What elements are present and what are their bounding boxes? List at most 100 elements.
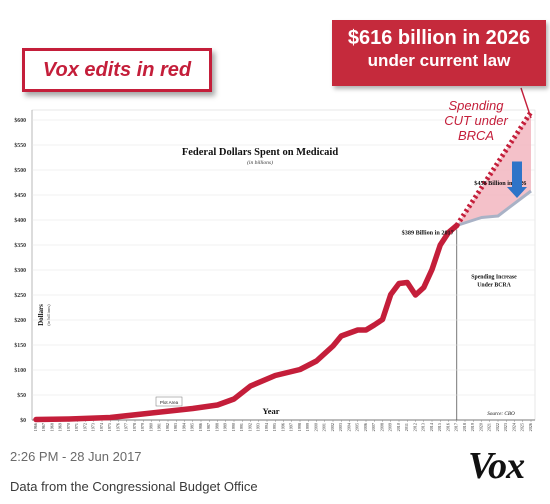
y-tick-label: $350 xyxy=(14,242,26,249)
x-tick-label: 2004 xyxy=(346,422,351,431)
x-tick-label: 2011 xyxy=(404,423,409,431)
spending-increase-line2: Under BCRA xyxy=(477,283,511,289)
x-tick-label: 1971 xyxy=(74,423,79,431)
x-tick-label: 1981 xyxy=(157,423,162,431)
x-tick-label: 1991 xyxy=(239,423,244,431)
historical-spending-line xyxy=(33,222,460,423)
vox-edits-text: Vox edits in red xyxy=(42,58,192,81)
x-tick-label: 2025 xyxy=(520,423,525,431)
x-tick-label: 1987 xyxy=(206,423,211,431)
x-tick-label: 2008 xyxy=(379,423,384,431)
x-tick-label: 1966 xyxy=(33,423,38,431)
x-tick-label: 1988 xyxy=(214,423,219,431)
cut-arrow-shaft xyxy=(512,161,522,187)
x-tick-label: 1972 xyxy=(82,423,87,431)
x-tick-label: 1999 xyxy=(305,423,310,431)
x-tick-label: 2023 xyxy=(503,423,508,431)
callout-pointer xyxy=(520,87,532,119)
x-tick-label: 2002 xyxy=(330,423,335,431)
x-tick-label: 2005 xyxy=(355,423,360,431)
y-tick-label: $600 xyxy=(14,117,26,124)
vox-logo: Vox xyxy=(468,445,525,487)
x-tick-label: 2026 xyxy=(528,423,533,431)
x-tick-label: 1992 xyxy=(247,423,252,431)
chart-subtitle: (in billions) xyxy=(247,159,273,166)
x-tick-label: 2003 xyxy=(338,423,343,431)
data-source-caption: Data from the Congressional Budget Offic… xyxy=(10,479,258,494)
y-tick-label: $250 xyxy=(14,292,26,299)
x-tick-label: 2016 xyxy=(445,423,450,431)
y-tick-label: $50 xyxy=(17,392,26,399)
spending-cut-line: Spending xyxy=(449,98,505,113)
plot-area-tag: Plot Area xyxy=(155,396,183,407)
y-tick-label: $200 xyxy=(14,317,26,324)
x-tick-label: 2015 xyxy=(437,423,442,431)
x-tick-label: 2001 xyxy=(322,423,327,431)
x-tick-label: 1979 xyxy=(140,423,145,431)
x-tick-label: 2019 xyxy=(470,423,475,431)
x-tick-label: 2014 xyxy=(429,422,434,431)
chart-annotations: Federal Dollars Spent on Medicaid(in bil… xyxy=(37,87,532,417)
x-axis-ticks: 1966 1967 1968 1969 1970 1971 1972 1973 1974 1975… xyxy=(33,420,533,431)
y-tick-label: $550 xyxy=(14,142,26,149)
x-tick-label: 1995 xyxy=(272,423,277,431)
y-axis-subtitle: (in billions) xyxy=(46,304,51,326)
x-tick-label: 1977 xyxy=(124,423,129,431)
medicaid-chart: $0 $50 $100 $150 $200 $250 $300 $350 $400 $450 $50… xyxy=(14,87,536,431)
plot-background xyxy=(31,109,536,421)
y-tick-label: $500 xyxy=(14,167,26,174)
bcra-projection-line xyxy=(456,189,532,227)
x-tick-label: 2009 xyxy=(388,423,393,431)
x-tick-label: 1968 xyxy=(49,423,54,431)
x-tick-label: 2007 xyxy=(371,423,376,431)
x-tick-label: 1967 xyxy=(41,423,46,431)
x-tick-label: 2010 xyxy=(396,423,401,431)
x-tick-label: 2012 xyxy=(412,423,417,431)
cut-arrow-head xyxy=(507,187,527,198)
plot-area-tag-box xyxy=(155,396,183,407)
x-tick-label: 1996 xyxy=(280,423,285,431)
current-law-projection-line xyxy=(454,110,534,227)
y-tick-label: $0 xyxy=(20,417,26,424)
x-tick-label: 2017 xyxy=(454,423,459,431)
callout-subtitle: under current law xyxy=(367,51,511,70)
label-2026: $458 Billion in 2026 xyxy=(474,180,526,187)
vox-edits-label: Vox edits in red xyxy=(22,48,212,92)
x-tick-label: 1993 xyxy=(256,423,261,431)
x-tick-label: 2000 xyxy=(313,423,318,431)
callout-amount: $616 billion in 2026 xyxy=(347,27,531,49)
x-tick-label: 1975 xyxy=(107,423,112,431)
x-tick-label: 1969 xyxy=(58,423,63,431)
x-tick-label: 1998 xyxy=(297,423,302,431)
x-tick-label: 1980 xyxy=(148,423,153,431)
x-tick-label: 1983 xyxy=(173,423,178,431)
x-tick-label: 2013 xyxy=(421,423,426,431)
current-law-callout: $616 billion in 2026 under current law xyxy=(332,20,546,86)
x-tick-label: 1984 xyxy=(181,422,186,431)
x-tick-label: 1985 xyxy=(190,423,195,431)
y-tick-label: $300 xyxy=(14,267,26,274)
x-tick-label: 1989 xyxy=(223,423,228,431)
chart-frame xyxy=(31,109,536,421)
x-tick-label: 1997 xyxy=(289,423,294,431)
chart-series xyxy=(33,110,534,423)
y-tick-label: $150 xyxy=(14,342,26,349)
x-tick-label: 2021 xyxy=(487,423,492,431)
spending-increase-line1: Spending Increase xyxy=(471,275,517,281)
tweet-timestamp: 2:26 PM - 28 Jun 2017 xyxy=(10,449,142,464)
chart-source-label: Source: CBO xyxy=(487,411,515,417)
spending-cut-line: BRCA xyxy=(458,128,494,143)
x-tick-label: 1986 xyxy=(198,423,203,431)
y-tick-label: $400 xyxy=(14,217,26,224)
x-tick-label: 1973 xyxy=(91,423,96,431)
x-tick-label: 1970 xyxy=(66,423,71,431)
y-axis-ticks: $0 $50 $100 $150 $200 $250 $300 $350 $400 $450 $50… xyxy=(14,117,26,424)
x-axis-title: Year xyxy=(263,406,280,416)
x-tick-label: 2006 xyxy=(363,423,368,431)
x-tick-label: 1982 xyxy=(165,423,170,431)
x-tick-label: 1990 xyxy=(231,423,236,431)
spending-cut-line: CUT under xyxy=(444,113,508,128)
label-2017: $389 Billion in 2017 xyxy=(402,230,454,237)
x-tick-label: 1974 xyxy=(99,422,104,431)
y-axis-title: Dollars xyxy=(37,304,45,326)
